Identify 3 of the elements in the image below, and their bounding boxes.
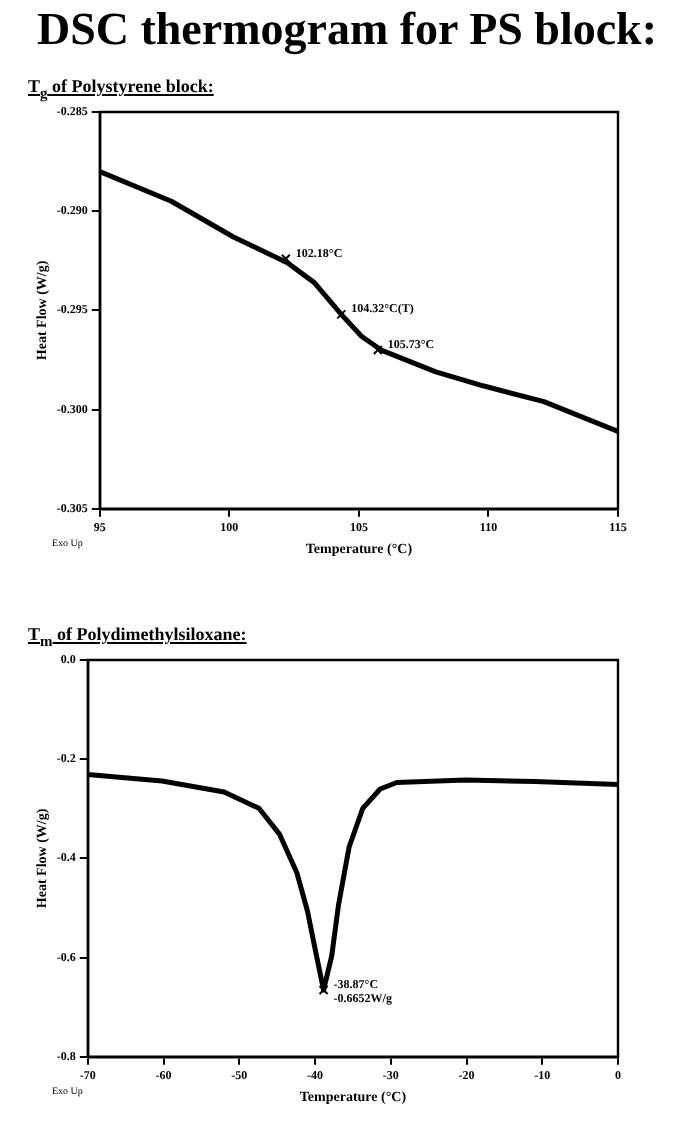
chart-subtitle: T$_{g}$ of Polystyrene block: [28, 76, 214, 102]
chart-subtitle: T$_{m}$ of Polydimethylsiloxane: [28, 624, 247, 650]
chart-title: DSC thermogram for PS block: [34, 4, 660, 56]
